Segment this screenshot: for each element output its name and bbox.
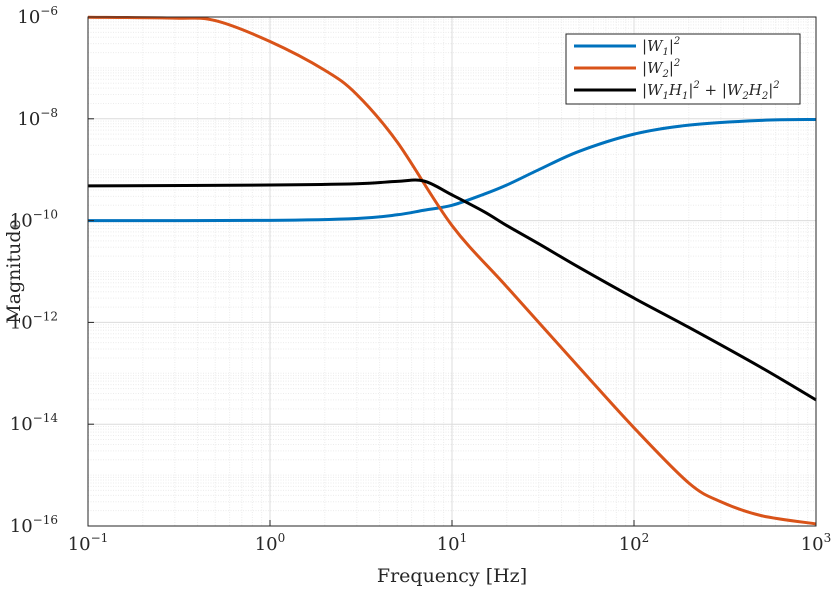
legend-text-part: 1 [662,91,668,102]
legend-text-part: |W [642,81,664,99]
legend-text-part: 2 [692,80,699,91]
y-tick-exponent: −12 [33,309,58,323]
legend-text-part: | [688,81,693,99]
x-axis-label: Frequency [Hz] [377,565,527,587]
y-tick-exponent: −8 [40,106,58,120]
legend-entry: |W1|2 [642,36,680,58]
series-line-2 [87,15,817,526]
x-tick-exponent: −1 [91,531,109,545]
y-tick-label: 10−14 [10,411,59,435]
x-tick-exponent: 0 [278,531,286,545]
legend-text-part: 2 [761,91,768,102]
legend: |W1|2|W2|2|W1H1|2 + |W2H2|2 [565,33,801,105]
legend-text-part: |W [642,59,664,77]
x-tick-label: 100 [255,531,286,555]
legend-text-part: 2 [772,80,779,91]
legend-text-part: 2 [741,91,748,102]
x-tick-label: 10−1 [68,531,109,555]
y-tick-exponent: −14 [33,411,59,425]
x-tick-exponent: 2 [642,531,650,545]
legend-entry: |W1H1|2 + |W2H2|2 [642,80,780,102]
x-tick-exponent: 3 [824,531,832,545]
legend-text-part: 2 [673,36,680,47]
y-tick-exponent: −16 [33,513,58,527]
y-tick-exponent: −6 [40,4,58,18]
legend-text-part: 1 [662,47,668,58]
legend-text-part: | [669,59,674,77]
y-tick-exponent: −10 [33,208,58,222]
y-tick-label: 10−6 [17,4,58,28]
legend-text-part: |W [642,37,664,55]
legend-text-part: | [669,37,674,55]
x-tick-exponent: 1 [460,531,468,545]
x-tick-label: 103 [801,531,832,555]
legend-text-part: 1 [682,91,688,102]
legend-text-part: 2 [673,58,680,69]
x-tick-label: 101 [437,531,468,555]
legend-text-part: 2 [661,69,668,80]
legend-text-part: H [748,81,763,99]
legend-text-part: + |W [700,81,744,99]
y-tick-label: 10−8 [17,106,58,130]
x-tick-label: 102 [619,531,650,555]
y-axis-label: Magnitude [3,219,25,324]
series-line-3 [87,178,817,402]
series-line-1 [87,117,817,223]
legend-text-part: | [768,81,773,99]
legend-text-part: H [668,81,683,99]
legend-entry: |W2|2 [642,58,680,80]
y-tick-label: 10−16 [10,513,58,537]
